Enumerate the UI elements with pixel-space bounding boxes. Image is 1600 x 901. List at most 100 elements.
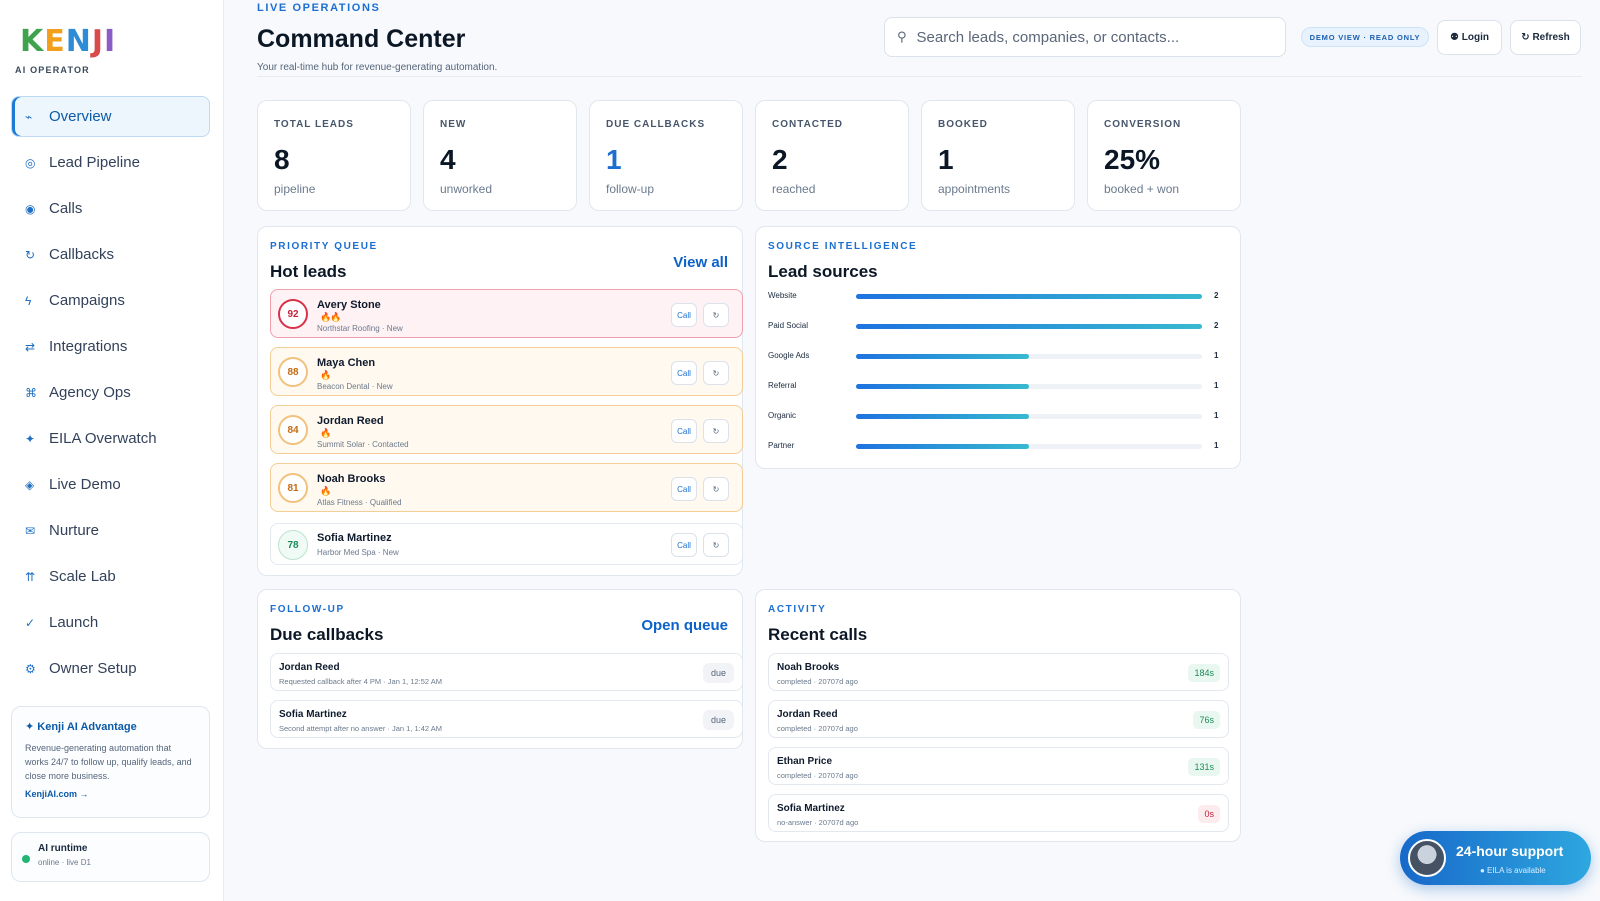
lead-name: Sofia Martinez — [317, 532, 392, 544]
login-button[interactable]: ⚉ Login — [1437, 20, 1502, 55]
panel-eyebrow: SOURCE INTELLIGENCE — [768, 241, 918, 252]
sidebar-item-scale-lab[interactable]: ⇈ Scale Lab — [11, 556, 210, 597]
call-row[interactable]: Sofia Martinez no-answer · 20707d ago 0s — [768, 794, 1229, 832]
refresh-icon: ↻ — [25, 247, 36, 262]
source-bar — [856, 324, 1202, 329]
lead-score: 92 — [278, 299, 308, 329]
sidebar-item-agency-ops[interactable]: ⌘ Agency Ops — [11, 372, 210, 413]
sidebar-item-live-demo[interactable]: ◈ Live Demo — [11, 464, 210, 505]
advantage-title: ✦ Kenji AI Advantage — [25, 721, 137, 733]
call-row[interactable]: Jordan Reed completed · 20707d ago 76s — [768, 700, 1229, 738]
sidebar-item-label: Callbacks — [49, 246, 115, 263]
panel-title: Lead sources — [768, 262, 878, 281]
sidebar-item-calls[interactable]: ◉ Calls — [11, 188, 210, 229]
sidebar-item-callbacks[interactable]: ↻ Callbacks — [11, 234, 210, 275]
lead-row[interactable]: 78 Sofia Martinez Harbor Med Spa · New C… — [270, 523, 743, 565]
source-row: Organic 1 — [768, 409, 1226, 423]
sidebar-item-integrations[interactable]: ⇄ Integrations — [11, 326, 210, 367]
callback-row[interactable]: Sofia Martinez Second attempt after no a… — [270, 700, 743, 738]
sidebar: KENJI AI OPERATOR ⌁ Overview ◎ Lead Pipe… — [0, 0, 224, 901]
due-callbacks-panel: FOLLOW-UP Due callbacks Open queue Jorda… — [257, 589, 743, 749]
sidebar-item-launch[interactable]: ✓ Launch — [11, 602, 210, 643]
call-button[interactable]: Call — [671, 533, 697, 557]
sidebar-item-label: Overview — [49, 108, 112, 125]
stat-sub: reached — [772, 182, 816, 196]
bolt-icon: ϟ — [25, 293, 32, 308]
lead-row[interactable]: 81 Noah Brooks 🔥 Atlas Fitness · Qualifi… — [270, 463, 743, 512]
runtime-status: online · live D1 — [38, 858, 91, 867]
call-name: Noah Brooks — [777, 662, 840, 673]
advantage-link[interactable]: KenjiAI.com → — [25, 789, 89, 799]
call-row[interactable]: Ethan Price completed · 20707d ago 131s — [768, 747, 1229, 785]
callback-button[interactable]: ↻ — [703, 477, 729, 501]
callback-button[interactable]: ↻ — [703, 419, 729, 443]
refresh-button[interactable]: ↻ Refresh — [1510, 20, 1581, 55]
kenji-logo[interactable]: KENJI — [20, 24, 117, 59]
sparkle-icon: ✦ — [25, 431, 36, 446]
sidebar-item-label: Nurture — [49, 522, 100, 539]
lead-name: Avery Stone — [317, 299, 381, 311]
source-row: Partner 1 — [768, 439, 1226, 453]
search-box[interactable]: ⚲ — [884, 17, 1286, 57]
page-title: Command Center — [257, 25, 466, 53]
call-button[interactable]: Call — [671, 477, 697, 501]
callback-button[interactable]: ↻ — [703, 361, 729, 385]
swap-icon: ⇄ — [25, 339, 36, 354]
sidebar-item-eila-overwatch[interactable]: ✦ EILA Overwatch — [11, 418, 210, 459]
sidebar-item-campaigns[interactable]: ϟ Campaigns — [11, 280, 210, 321]
stat-value: 8 — [274, 144, 290, 175]
source-label: Organic — [768, 411, 797, 420]
source-bar-track — [856, 354, 1202, 359]
recent-calls-panel: ACTIVITY Recent calls Noah Brooks comple… — [755, 589, 1241, 842]
callback-button[interactable]: ↻ — [703, 303, 729, 327]
lead-row[interactable]: 84 Jordan Reed 🔥 Summit Solar · Contacte… — [270, 405, 743, 454]
view-all-link[interactable]: View all — [673, 254, 728, 271]
source-label: Paid Social — [768, 321, 809, 330]
search-input[interactable] — [916, 28, 1257, 46]
stat-label: BOOKED — [938, 119, 988, 130]
lead-row[interactable]: 88 Maya Chen 🔥 Beacon Dental · New Call … — [270, 347, 743, 396]
stat-total-leads: TOTAL LEADS 8 pipeline — [257, 100, 411, 211]
source-bar — [856, 444, 1029, 449]
callback-row[interactable]: Jordan Reed Requested callback after 4 P… — [270, 653, 743, 691]
call-row[interactable]: Noah Brooks completed · 20707d ago 184s — [768, 653, 1229, 691]
search-icon: ⚲ — [897, 29, 907, 44]
scale-icon: ⇈ — [25, 569, 36, 584]
stat-label: NEW — [440, 119, 467, 130]
sidebar-item-label: Owner Setup — [49, 660, 137, 677]
flame-icon: 🔥🔥 — [320, 312, 341, 322]
sidebar-item-overview[interactable]: ⌁ Overview — [11, 96, 210, 137]
status-badge: due — [702, 710, 734, 730]
callback-button[interactable]: ↻ — [703, 533, 729, 557]
source-label: Referral — [768, 381, 797, 390]
call-meta: completed · 20707d ago — [777, 724, 858, 733]
sidebar-item-lead-pipeline[interactable]: ◎ Lead Pipeline — [11, 142, 210, 183]
demo-badge: DEMO VIEW · READ ONLY — [1301, 27, 1429, 47]
stat-value: 1 — [938, 144, 954, 175]
sidebar-item-nurture[interactable]: ✉ Nurture — [11, 510, 210, 551]
open-queue-link[interactable]: Open queue — [641, 617, 728, 634]
stat-sub: booked + won — [1104, 182, 1180, 196]
call-duration: 184s — [1188, 664, 1220, 682]
sidebar-item-label: Calls — [49, 200, 83, 217]
stat-due-callbacks: DUE CALLBACKS 1 follow-up — [589, 100, 743, 211]
sidebar-item-label: Agency Ops — [49, 384, 131, 401]
call-meta: completed · 20707d ago — [777, 771, 858, 780]
support-widget[interactable]: 24-hour support ● EILA is available — [1400, 831, 1591, 885]
lead-meta: Beacon Dental · New — [317, 382, 393, 391]
header-divider — [257, 76, 1582, 77]
source-count: 1 — [1214, 441, 1219, 450]
gear-icon: ⚙ — [25, 661, 36, 676]
flame-icon: 🔥 — [320, 428, 331, 438]
source-label: Website — [768, 291, 797, 300]
call-button[interactable]: Call — [671, 419, 697, 443]
source-bar-track — [856, 444, 1202, 449]
lead-name: Jordan Reed — [317, 415, 384, 427]
sidebar-item-owner-setup[interactable]: ⚙ Owner Setup — [11, 648, 210, 689]
call-button[interactable]: Call — [671, 303, 697, 327]
call-duration: 0s — [1198, 805, 1220, 823]
panel-eyebrow: PRIORITY QUEUE — [270, 241, 378, 252]
check-icon: ✓ — [25, 615, 36, 630]
call-button[interactable]: Call — [671, 361, 697, 385]
lead-row[interactable]: 92 Avery Stone 🔥🔥 Northstar Roofing · Ne… — [270, 289, 743, 338]
